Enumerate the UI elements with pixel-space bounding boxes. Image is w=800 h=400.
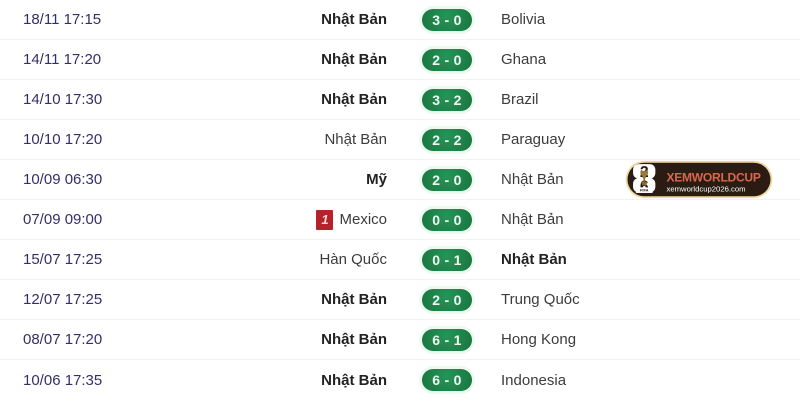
svg-text:xemworldcup2026.com: xemworldcup2026.com [667,185,746,194]
svg-text:FIFA: FIFA [640,188,649,193]
svg-text:XEMWORLDCUP: XEMWORLDCUP [667,170,761,184]
